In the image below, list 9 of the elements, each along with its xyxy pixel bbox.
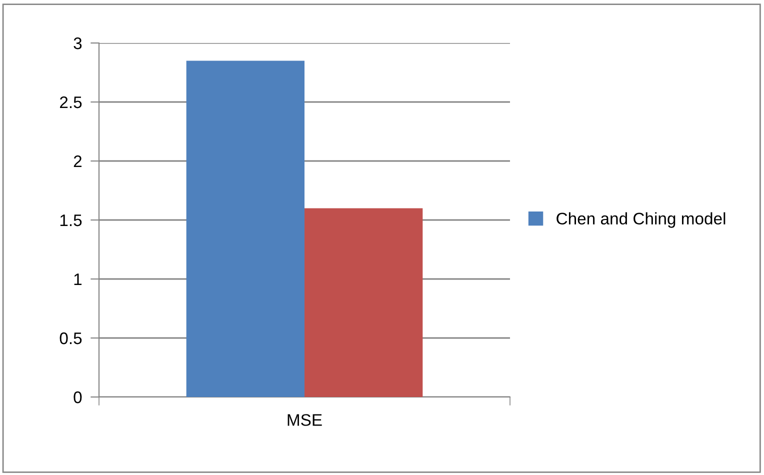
y-tick-label: 2.5: [60, 96, 82, 108]
y-tick-label: 3: [74, 37, 82, 50]
y-tick-label: 1: [74, 274, 82, 286]
y-tick-label: 1.5: [60, 214, 82, 226]
y-tick-label: 0: [74, 391, 82, 404]
y-tick-label: 0.5: [60, 332, 82, 344]
x-tick-label: MSE: [288, 414, 322, 426]
y-tick-label: 2: [74, 155, 82, 168]
legend-label: Chen and Ching model: [556, 212, 726, 228]
